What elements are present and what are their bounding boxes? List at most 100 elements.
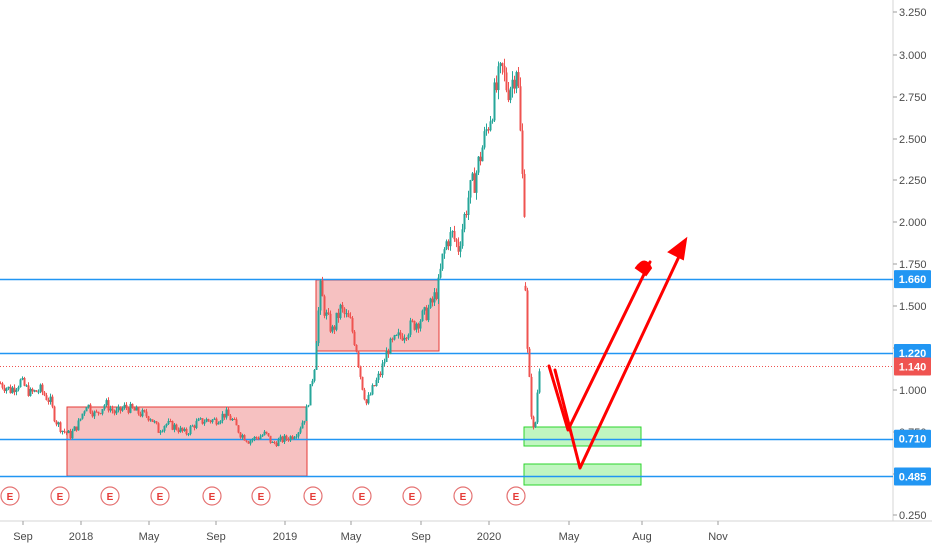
time-axis-label: Aug [632, 531, 652, 543]
earnings-marker [202, 486, 222, 506]
candle-body [375, 379, 378, 387]
candle-body [423, 307, 426, 311]
candle-body [95, 411, 98, 413]
candle-body [61, 430, 64, 432]
candle-body [127, 407, 130, 413]
candle-body [159, 431, 162, 433]
candle-body [131, 403, 134, 409]
candle-body [115, 409, 118, 414]
candle-body [315, 343, 318, 370]
candle-body [37, 391, 40, 393]
candle-body [233, 418, 236, 420]
price-axis-label: 2.250 [899, 175, 927, 187]
candle-body [501, 63, 504, 66]
candle-body [361, 376, 364, 390]
candle-body [93, 411, 96, 417]
candle-body [355, 344, 358, 352]
candle-body [255, 436, 258, 439]
candle-body [243, 435, 246, 441]
candle-body [351, 318, 354, 332]
candle-body [523, 173, 526, 217]
candle-body [455, 239, 458, 242]
candle-body [325, 312, 328, 316]
candle-body [349, 317, 352, 319]
candle-body [207, 419, 210, 421]
candle-body [203, 422, 206, 424]
level-price-badge [894, 467, 931, 486]
candle-body [195, 420, 198, 428]
candle-body [65, 431, 68, 434]
candle-body [27, 385, 30, 396]
candles-group [0, 58, 541, 447]
candle-body [263, 431, 266, 436]
earnings-marker [150, 486, 170, 506]
candle-body [499, 63, 502, 67]
candle-body [461, 229, 464, 247]
candle-body [7, 386, 10, 389]
candle-body [451, 231, 454, 233]
candle-body [83, 411, 86, 414]
candle-body [524, 285, 527, 291]
candle-body [275, 442, 278, 447]
candle-body [173, 424, 176, 430]
candle-body [0, 383, 2, 385]
forecast-arrowhead-1 [634, 260, 653, 277]
candle-body [249, 440, 252, 444]
candle-body [245, 440, 248, 442]
candle-body [532, 416, 535, 428]
candle-body [199, 418, 202, 420]
candle-body [43, 392, 46, 396]
candle-body [536, 392, 539, 423]
candle-body [373, 385, 376, 387]
last-price-badge [894, 357, 931, 376]
candle-body [291, 436, 294, 439]
earnings-marker [251, 486, 271, 506]
candle-body [347, 313, 350, 318]
candle-body [15, 389, 18, 393]
candle-body [89, 404, 92, 413]
candle-body [459, 246, 462, 252]
candle-body [167, 420, 170, 425]
price-axis-label: 3.000 [899, 50, 927, 62]
candle-body [31, 388, 34, 392]
candle-body [149, 419, 152, 421]
candle-body [135, 407, 138, 411]
candle-body [307, 405, 310, 407]
candle-body [433, 292, 436, 303]
candle-body [219, 420, 222, 424]
candle-body [421, 310, 424, 322]
candle-body [153, 421, 156, 423]
candle-body [287, 439, 290, 441]
price-axis-label: 1.000 [899, 385, 927, 397]
candle-body [21, 378, 24, 380]
candle-body [295, 436, 298, 438]
candle-body [353, 331, 356, 345]
candle-body [483, 131, 486, 148]
candle-body [391, 338, 394, 340]
candle-body [317, 310, 320, 344]
candle-body [479, 156, 482, 162]
level-price-badge-label: 0.485 [899, 471, 927, 483]
candle-body [371, 385, 374, 395]
candle-body [463, 214, 466, 230]
candle-body [417, 323, 420, 329]
candle-body [507, 90, 510, 101]
candle-body [467, 197, 470, 215]
candle-body [197, 419, 200, 421]
candle-body [251, 439, 254, 441]
candle-body [229, 415, 232, 421]
candle-body [185, 428, 188, 435]
time-axis-label: 2019 [273, 531, 297, 543]
candle-body [213, 418, 216, 420]
candle-body [299, 428, 302, 433]
candle-body [419, 321, 422, 329]
candle-body [183, 428, 186, 431]
candle-body [503, 65, 506, 73]
candle-body [538, 371, 541, 393]
candle-body [225, 409, 228, 418]
candle-body [253, 436, 256, 440]
candle-body [23, 378, 26, 386]
candle-body [201, 418, 204, 424]
